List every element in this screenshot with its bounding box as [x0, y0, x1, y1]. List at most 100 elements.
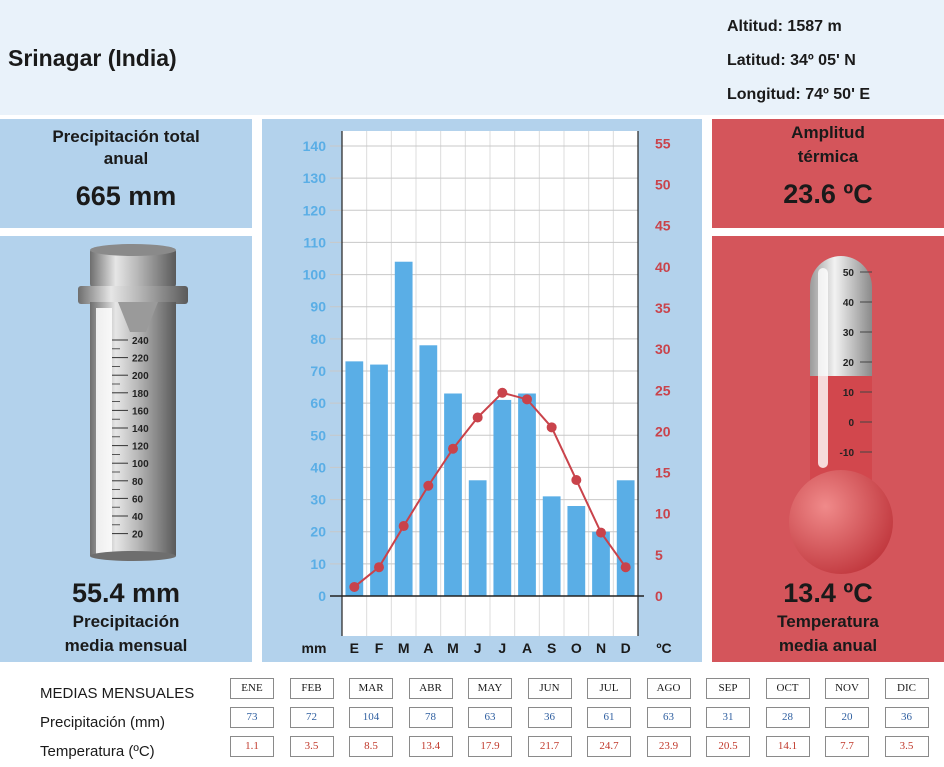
temp-cell: 1.1: [230, 736, 274, 757]
amplitude-panel: Amplitud térmica 23.6 ºC: [712, 119, 944, 228]
y-left-tick-label: 20: [310, 524, 326, 540]
gauge-tick-label: 160: [132, 406, 149, 417]
y-right-unit-label: ºC: [656, 640, 671, 656]
precip-bar: [616, 480, 635, 596]
precip-bar: [518, 393, 536, 596]
x-tick-label: A: [423, 640, 433, 656]
amplitude-value: 23.6 ºC: [783, 179, 873, 209]
x-tick-label: J: [498, 640, 506, 656]
precip-cell: 61: [587, 707, 631, 728]
amplitude-label-1: Amplitud: [791, 123, 865, 142]
precip-total-panel: Precipitación total anual 665 mm: [0, 119, 252, 228]
precip-cell: 36: [884, 707, 929, 728]
gauge-tick-label: 60: [132, 494, 144, 505]
precip-bar: [345, 361, 364, 596]
precip-cell: 20: [825, 707, 869, 728]
month-header-cell: AGO: [646, 678, 691, 699]
precip-bar: [444, 393, 462, 596]
y-left-tick-label: 100: [303, 267, 327, 283]
altitude: Altitud: 1587 m: [727, 18, 842, 35]
precip-monthly-label-2: media mensual: [64, 636, 188, 655]
precip-monthly-value: 55.4 mm: [71, 578, 181, 608]
x-tick-label: J: [474, 640, 482, 656]
precip-cell: 104: [349, 707, 393, 728]
y-right-tick-label: 40: [655, 259, 671, 275]
temperature-line: [353, 391, 627, 588]
thermo-tick-label: 0: [848, 418, 854, 429]
table-temp-label: Temperatura (ºC): [40, 743, 155, 760]
thermo-tick-label: 30: [843, 328, 855, 339]
thermo-tick-label: 50: [843, 268, 855, 279]
month-header-cell: NOV: [825, 678, 869, 699]
temperature-point: [448, 443, 458, 454]
gauge-tick-label: 120: [132, 442, 149, 453]
y-right-tick-label: 0: [655, 588, 663, 604]
y-left-tick-label: 130: [303, 170, 327, 186]
temperature-point: [398, 521, 409, 532]
y-right-tick-label: 45: [655, 218, 671, 234]
precip-bar: [542, 496, 561, 596]
temp-cell: 23.9: [646, 736, 691, 757]
temp-annual-label-2: media anual: [778, 636, 878, 655]
gauge-tick-label: 220: [132, 354, 149, 365]
y-right-tick-label: 35: [655, 300, 671, 316]
precip-bar: [419, 345, 438, 596]
y-right-tick-label: 20: [655, 423, 671, 439]
temperature-point: [349, 581, 360, 592]
temp-annual-panel: 50 40 30 20 10 0 -10 13.4 ºC Temperatura media…: [712, 236, 944, 662]
gauge-tick-label: 180: [132, 389, 149, 400]
y-left-tick-label: 0: [318, 588, 326, 604]
precip-bar: [394, 261, 413, 596]
month-header-cell: MAR: [349, 678, 393, 699]
precip-total-label-1: Precipitación total: [52, 127, 200, 146]
precip-bar: [468, 480, 487, 596]
y-left-tick-label: 140: [303, 138, 327, 154]
month-header-cell: MAY: [468, 678, 512, 699]
temp-cell: 3.5: [884, 736, 929, 757]
month-header-cell: OCT: [765, 678, 810, 699]
x-tick-label: M: [398, 640, 410, 656]
y-left-tick-label: 120: [303, 202, 327, 218]
gauge-tick-label: 20: [132, 530, 144, 541]
temperature-point: [596, 527, 606, 538]
y-right-tick-label: 50: [655, 177, 671, 193]
x-tick-label: F: [375, 640, 384, 656]
climograph-panel: 0 10 20 30 40 50 60 70 80 90 100 110 120 130 140 0 5 10 15…: [262, 119, 702, 662]
x-tick-label: M: [447, 640, 459, 656]
y-left-tick-label: 80: [310, 331, 326, 347]
precip-cell: 63: [468, 707, 512, 728]
thermo-tick-label: -10: [840, 448, 855, 459]
month-header-cell: DIC: [884, 678, 929, 699]
x-tick-label: S: [547, 640, 556, 656]
thermo-tick-label: 20: [843, 358, 855, 369]
precip-monthly-panel: 240 220 200 180 160 140 120 100 80 60 40 20 55.4 mm…: [0, 236, 252, 662]
gauge-tick-label: 100: [132, 459, 149, 470]
gauge-tick-label: 240: [132, 336, 149, 347]
x-tick-label: N: [596, 640, 606, 656]
thermo-tick-label: 40: [843, 298, 855, 309]
y-right-tick-label: 10: [655, 506, 671, 522]
y-left-tick-label: 50: [310, 427, 326, 443]
month-header-cell: JUL: [587, 678, 631, 699]
y-right-tick-label: 25: [655, 382, 671, 398]
thermometer-icon: 50 40 30 20 10 0 -10: [789, 256, 893, 574]
y-left-tick-label: 70: [310, 363, 326, 379]
gauge-tick-label: 140: [132, 424, 149, 435]
precip-bar: [493, 399, 512, 596]
y-left-unit-label: mm: [302, 640, 327, 656]
gauge-tick-label: 40: [132, 512, 144, 523]
precip-cell: 28: [765, 707, 810, 728]
y-right-tick-label: 15: [655, 465, 671, 481]
gauge-tick-label: 80: [132, 477, 144, 488]
y-left-tick-label: 10: [310, 556, 326, 572]
temp-cell: 7.7: [825, 736, 869, 757]
temperature-point: [620, 562, 631, 573]
temp-cell: 3.5: [289, 736, 334, 757]
x-tick-label: O: [571, 640, 582, 656]
month-header-cell: FEB: [289, 678, 334, 699]
header: Srinagar (India) Altitud: 1587 m Latitud…: [0, 0, 944, 115]
temp-annual-label-1: Temperatura: [777, 612, 879, 631]
amplitude-label-2: térmica: [797, 147, 859, 166]
city-title: Srinagar (India): [8, 45, 177, 71]
precip-cell: 72: [289, 707, 334, 728]
